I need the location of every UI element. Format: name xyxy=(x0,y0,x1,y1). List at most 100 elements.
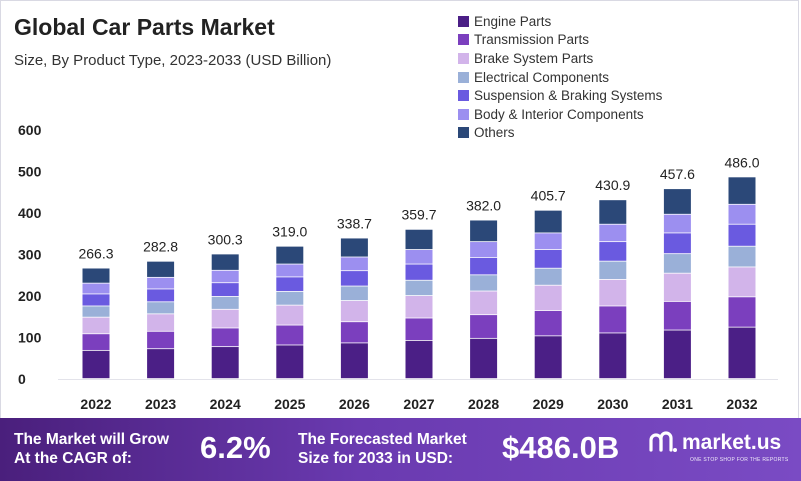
legend-label: Brake System Parts xyxy=(474,50,594,66)
x-tick-label: 2022 xyxy=(80,396,111,412)
bar-segment xyxy=(82,317,110,334)
bar-segment xyxy=(276,277,304,292)
legend-label: Body & Interior Components xyxy=(474,106,644,122)
total-data-label: 430.9 xyxy=(595,177,630,193)
brand-logo: market.us xyxy=(648,430,781,456)
bar-segment xyxy=(340,343,368,379)
bar-segment xyxy=(340,257,368,271)
x-tick-label: 2027 xyxy=(403,396,434,412)
bar-segment xyxy=(82,294,110,306)
legend-item: Body & Interior Components xyxy=(458,105,662,124)
bar-segment xyxy=(599,200,627,224)
summary-banner: The Market will Grow At the CAGR of: 6.2… xyxy=(0,418,801,481)
bar-segment xyxy=(728,267,756,297)
total-data-label: 266.3 xyxy=(78,245,113,261)
bar-segment xyxy=(663,301,691,330)
total-data-label: 319.0 xyxy=(272,224,307,240)
bar-segment xyxy=(211,254,239,270)
chart-subtitle: Size, By Product Type, 2023-2033 (USD Bi… xyxy=(14,52,332,69)
bar-segment xyxy=(728,204,756,224)
bar-segment xyxy=(534,268,562,285)
legend-swatch xyxy=(458,127,469,139)
legend-label: Suspension & Braking Systems xyxy=(474,88,663,104)
legend-label: Electrical Components xyxy=(474,69,610,85)
bar-segment xyxy=(405,229,433,250)
legend-label: Transmission Parts xyxy=(474,32,590,48)
bar-segment xyxy=(340,238,368,257)
cagr-caption: The Market will Grow At the CAGR of: xyxy=(14,430,169,468)
bar-segment xyxy=(470,315,498,338)
bar-segment xyxy=(599,306,627,333)
legend-swatch xyxy=(458,90,469,102)
total-data-label: 300.3 xyxy=(208,231,243,247)
bar-segment xyxy=(534,336,562,379)
chart-title: Global Car Parts Market xyxy=(14,14,275,40)
total-data-label: 359.7 xyxy=(401,207,436,223)
bar-segment xyxy=(405,280,433,296)
legend-item: Suspension & Braking Systems xyxy=(458,86,662,105)
bar-segment xyxy=(599,261,627,280)
bar-segment xyxy=(276,264,304,277)
bar-segment xyxy=(276,325,304,345)
bar-segment xyxy=(470,338,498,379)
bar-segment xyxy=(663,214,691,233)
legend-item: Transmission Parts xyxy=(458,31,662,50)
y-tick-label: 200 xyxy=(18,288,42,304)
bar-segment xyxy=(405,296,433,318)
forecast-caption: The Forecasted Market Size for 2033 in U… xyxy=(298,430,467,468)
bar-segment xyxy=(405,264,433,280)
bar-segment xyxy=(276,345,304,379)
bar-segment xyxy=(211,270,239,283)
x-tick-label: 2025 xyxy=(274,396,305,412)
total-data-label: 486.0 xyxy=(724,154,759,170)
x-tick-label: 2031 xyxy=(662,396,693,412)
total-data-label: 382.0 xyxy=(466,197,501,213)
forecast-caption-line2: Size for 2033 in USD: xyxy=(298,450,454,467)
bar-segment xyxy=(82,268,110,283)
bar-segment xyxy=(405,249,433,264)
x-tick-label: 2024 xyxy=(210,396,241,412)
bar-segment xyxy=(599,242,627,261)
y-tick-label: 400 xyxy=(18,205,42,221)
bar-segment xyxy=(147,261,175,277)
total-data-label: 282.8 xyxy=(143,239,178,255)
x-tick-label: 2028 xyxy=(468,396,499,412)
bar-segment xyxy=(340,286,368,301)
legend-item: Brake System Parts xyxy=(458,49,662,68)
cagr-caption-line1: The Market will Grow xyxy=(14,431,170,448)
legend-label: Others xyxy=(474,125,515,141)
bar-segment xyxy=(147,314,175,331)
bar-segment xyxy=(211,347,239,379)
bar-segment xyxy=(211,296,239,309)
bar-segment xyxy=(728,177,756,204)
bar-segment xyxy=(728,297,756,327)
bar-segment xyxy=(276,291,304,305)
bar-segment xyxy=(82,350,110,379)
bar-segment xyxy=(728,246,756,267)
market-us-logo-icon xyxy=(649,431,677,452)
bar-segment xyxy=(599,333,627,379)
bar-segment xyxy=(534,210,562,233)
y-tick-label: 300 xyxy=(18,247,42,263)
x-tick-label: 2026 xyxy=(339,396,370,412)
brand-name: market.us xyxy=(682,431,782,454)
bar-chart: 0 100 200 300 400 500 600 266.3 2022 282.8 2023 300… xyxy=(18,122,778,412)
bar-segment xyxy=(211,328,239,347)
bar-segment xyxy=(728,327,756,379)
y-tick-label: 0 xyxy=(18,371,26,387)
bar-segment xyxy=(147,277,175,289)
brand-tagline: ONE STOP SHOP FOR THE REPORTS xyxy=(690,457,789,463)
x-tick-label: 2029 xyxy=(533,396,564,412)
cagr-value: 6.2% xyxy=(200,430,271,465)
legend-swatch xyxy=(458,15,469,27)
bar-segment xyxy=(147,302,175,314)
legend-label: Engine Parts xyxy=(474,13,552,29)
x-tick-label: 2032 xyxy=(726,396,757,412)
x-tick-label: 2023 xyxy=(145,396,176,412)
total-data-label: 405.7 xyxy=(531,188,566,204)
bar-segment xyxy=(663,273,691,302)
bar-segment xyxy=(663,254,691,273)
bar-segment xyxy=(599,279,627,306)
bar-segment xyxy=(211,283,239,297)
bar-segment xyxy=(534,249,562,268)
